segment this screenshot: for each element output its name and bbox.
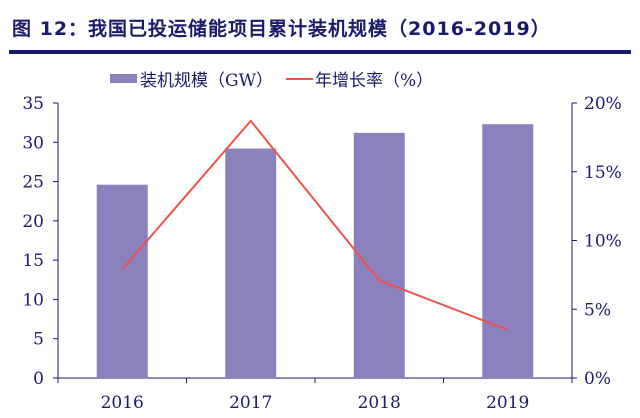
right-tick-label: 15% [584,163,622,183]
x-tick-label: 2017 [229,393,272,413]
chart-title: 图 12：我国已投运储能项目累计装机规模（2016-2019） [12,18,551,40]
legend-bar-label: 装机规模（GW） [140,71,273,91]
x-tick-label: 2018 [358,393,401,413]
left-tick-label: 10 [22,290,44,310]
title-rule [9,50,631,54]
bar [225,148,277,378]
x-tick-label: 2019 [486,393,529,413]
bar [353,132,405,378]
left-tick-label: 15 [22,251,44,271]
legend-bar-swatch [110,74,137,83]
left-tick-label: 20 [22,212,44,232]
right-tick-label: 0% [584,369,611,389]
left-tick-label: 30 [22,133,44,153]
growth-line [121,119,509,331]
right-tick-label: 10% [584,232,622,252]
left-tick-label: 35 [22,94,44,114]
bar [482,124,534,378]
left-tick-label: 5 [33,330,44,350]
left-tick-label: 0 [33,369,44,389]
left-tick-label: 25 [22,173,44,193]
bar [96,184,148,378]
x-tick-label: 2016 [101,393,144,413]
right-tick-label: 5% [584,300,611,320]
legend-line-label: 年增长率（%） [315,71,433,91]
right-tick-label: 20% [584,94,622,114]
